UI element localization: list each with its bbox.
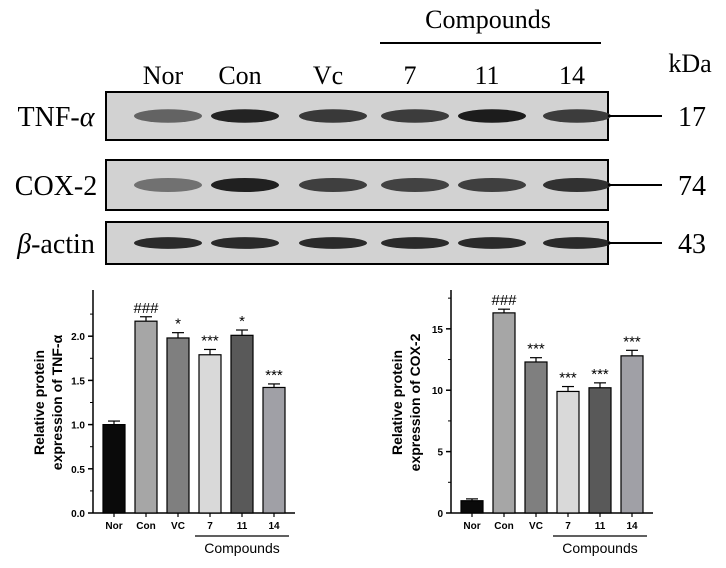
blot-kda-value: 74 [678,171,706,202]
y-tick-label: 1.0 [71,421,85,432]
blot-label-prefix: COX-2 [15,171,97,202]
blot-row-0: TNF-α 17 [18,91,706,141]
y-tick-label: 1.5 [71,376,85,387]
significance-label: ### [491,292,517,309]
x-tick-label: 11 [595,521,606,532]
blot-row-label: TNF-α [18,102,96,133]
bar-con [492,312,516,514]
y-axis-label-line: expression of COX-2 [407,333,423,471]
lane-label-vc: Vc [313,61,343,90]
blot-kda-value: 17 [678,102,706,133]
compounds-group-label: Compounds [562,540,638,556]
cox2-bar-chart: Relative protein expression of COX-2 0 5 10 1… [389,290,653,556]
blot-row-label: COX-2 [15,171,97,202]
x-tick-label: 7 [207,521,213,532]
significance-label: ### [133,300,159,317]
bar-7 [198,354,222,514]
significance-label: *** [201,332,219,349]
blot-band [458,178,526,192]
bar-vc [524,361,548,514]
y-tick-label: 0 [437,509,443,520]
blot-row-label: β-actin [16,229,95,260]
blot-band [458,237,526,249]
x-tick-label: Nor [463,521,480,532]
blot-rows: TNF-α 17 COX-2 74 β-actin 43 [15,91,706,265]
x-tick-label: 7 [565,521,571,532]
significance-label: *** [265,367,283,384]
blot-band [543,237,611,249]
blot-band [381,178,449,192]
y-tick-label: 0.0 [71,509,85,520]
blot-row-1: COX-2 74 [15,159,706,211]
x-tick-label: 14 [626,521,638,532]
kda-label: kDa [668,49,712,78]
blot-band [299,237,367,249]
compounds-header-label: Compounds [425,5,551,34]
blot-band [543,178,611,192]
bar-7 [556,390,580,514]
blot-label-greek: β [16,229,31,260]
blot-band [543,109,611,123]
compounds-group-label: Compounds [204,540,280,556]
bar-con [134,320,158,514]
x-tick-label: VC [171,521,185,532]
lane-label-con: Con [218,61,261,90]
x-tick-label: VC [529,521,543,532]
y-axis-label-line: expression of TNF-α [49,334,65,470]
y-tick-label: 15 [432,325,444,336]
x-tick-label: 14 [268,521,280,532]
blot-band [381,109,449,123]
bar-14 [262,386,286,514]
significance-label: *** [623,333,641,350]
blot-band [458,109,526,123]
x-tick-label: Nor [105,521,122,532]
lane-label-nor: Nor [143,61,184,90]
bar-nor [460,500,484,514]
western-blot: Compounds kDa Nor Con Vc 7 11 14 TNF-α 17 COX-2… [15,5,712,265]
x-tick-label: Con [136,521,155,532]
significance-label: *** [591,366,609,383]
lane-label-11: 11 [474,61,499,90]
tnf-alpha-bar-chart: Relative protein expression of TNF-α 0.0 0.… [31,290,295,556]
lane-labels: Nor Con Vc 7 11 14 [143,61,585,90]
y-axis-label: Relative protein expression of TNF-α [31,334,65,470]
blot-row-2: β-actin 43 [16,221,706,265]
blot-kda-value: 43 [678,229,706,260]
blot-band [134,109,202,123]
blot-band [299,109,367,123]
blot-band [299,178,367,192]
blot-band [381,237,449,249]
y-axis-label: Relative protein expression of COX-2 [389,333,423,471]
bar-11 [588,387,612,514]
bar-vc [166,337,190,514]
y-tick-label: 0.5 [71,465,85,476]
bar-nor [102,424,126,514]
y-axis-label-line: Relative protein [31,350,47,455]
significance-label: * [239,313,245,330]
blot-label-suffix: -actin [31,229,95,260]
blot-band [134,178,202,192]
significance-label: *** [559,370,577,387]
y-tick-label: 5 [437,448,443,459]
blot-band [134,237,202,249]
blot-band [211,237,279,249]
y-axis-label-line: Relative protein [389,350,405,455]
significance-label: *** [527,341,545,358]
lane-label-14: 14 [559,61,585,90]
bar-14 [620,355,644,514]
lane-label-7: 7 [404,61,417,90]
blot-band [211,178,279,192]
y-tick-label: 2.0 [71,332,85,343]
significance-label: * [175,316,181,333]
y-tick-label: 10 [432,386,444,397]
blot-label-prefix: TNF- [18,102,80,133]
x-tick-label: 11 [237,521,248,532]
x-tick-label: Con [494,521,513,532]
blot-label-greek: α [80,102,96,133]
bar-11 [230,334,254,514]
blot-band [211,109,279,123]
